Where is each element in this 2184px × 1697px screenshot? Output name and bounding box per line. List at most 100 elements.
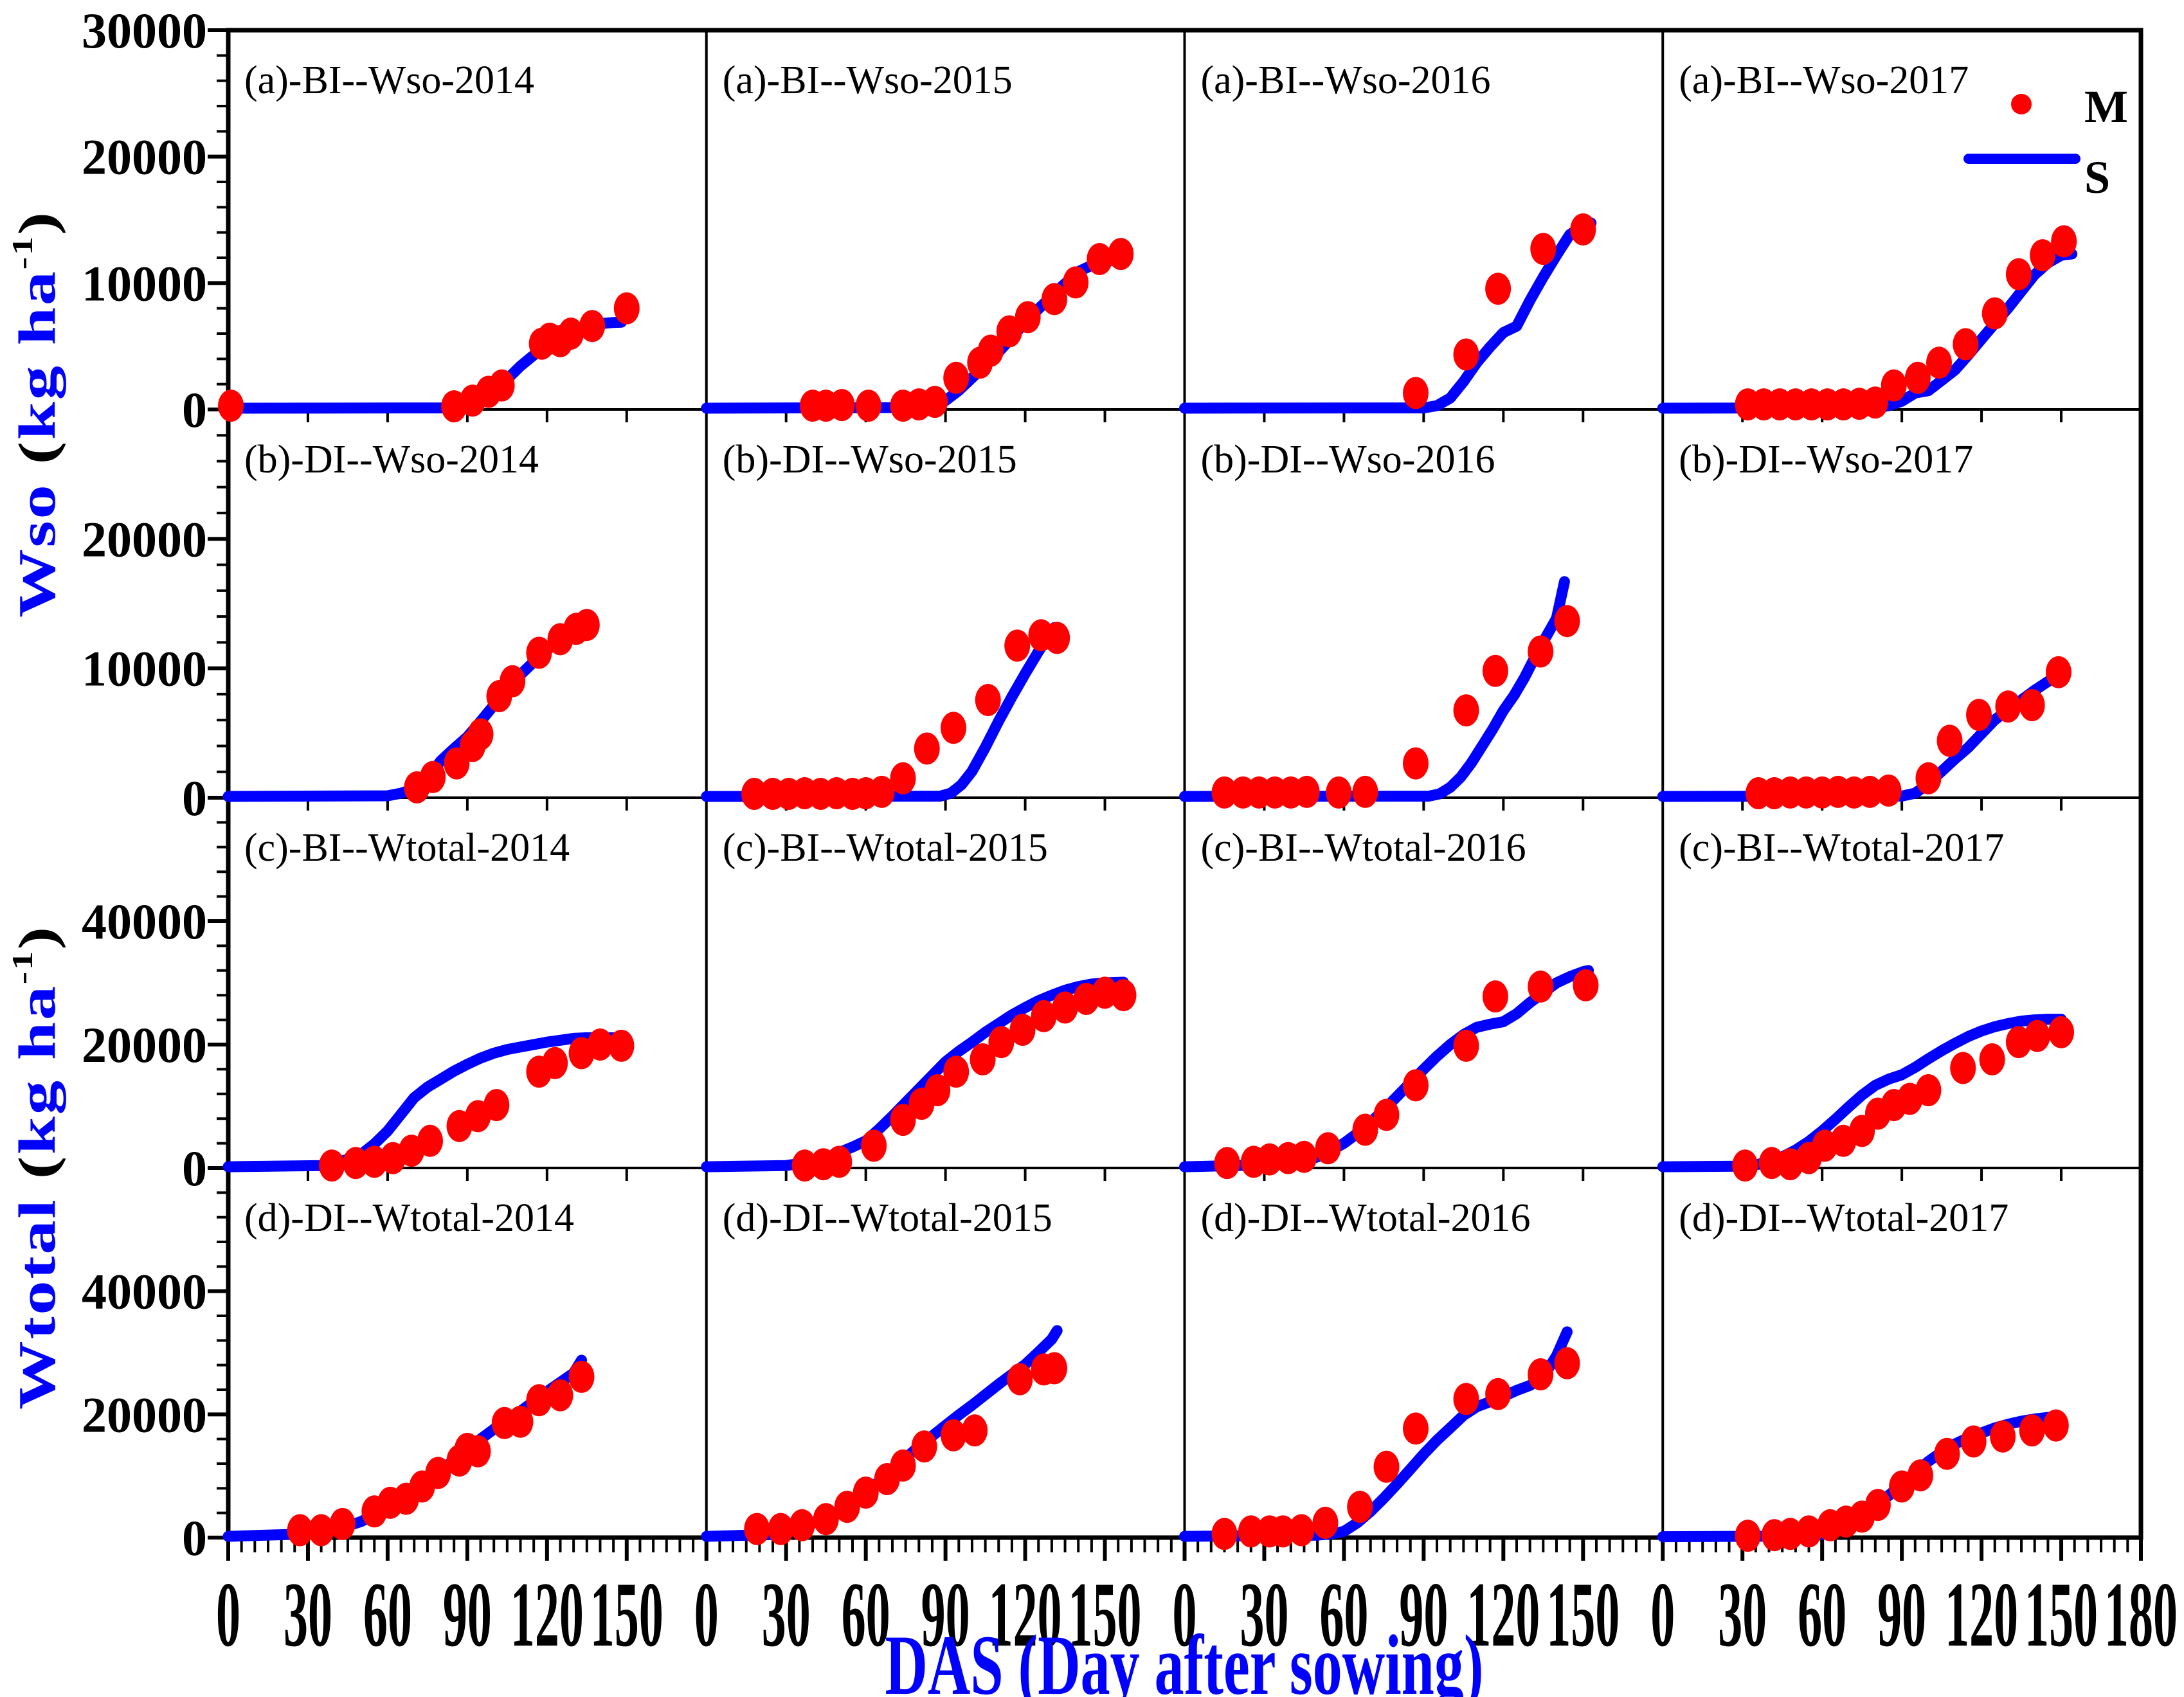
measured-point	[943, 361, 970, 394]
measured-point	[526, 1384, 552, 1417]
measured-point	[970, 1043, 996, 1075]
measured-point	[1908, 1459, 1933, 1492]
measured-point	[489, 369, 515, 402]
measured-point	[890, 762, 916, 795]
x-tick-label: 0	[1173, 1563, 1197, 1666]
measured-point	[2005, 258, 2032, 291]
measured-point	[826, 1145, 853, 1178]
measured-point	[1758, 1147, 1785, 1180]
measured-point	[1315, 1132, 1341, 1165]
y-tick-label: 20000	[82, 1387, 207, 1442]
measured-point	[1554, 605, 1580, 638]
measured-point	[1007, 1363, 1033, 1396]
x-tick-label-group: 0	[694, 1563, 719, 1666]
measured-point	[925, 1074, 951, 1106]
measured-point	[1881, 369, 1907, 402]
measured-point	[768, 1513, 794, 1545]
y-tick-label: 30000	[82, 3, 207, 58]
measured-point	[744, 1513, 770, 1545]
y-axis-label-part: -1	[6, 235, 39, 270]
measured-point	[2019, 689, 2045, 721]
x-tick-label-group: 30	[284, 1563, 332, 1666]
measured-point	[1453, 1029, 1479, 1062]
measured-point	[941, 712, 966, 744]
measured-point	[2048, 1016, 2074, 1048]
y-axis-label-part: (	[8, 440, 66, 465]
x-tick-label: 120	[989, 1563, 1062, 1666]
x-tick-label: 30	[1240, 1563, 1288, 1666]
x-tick-label-group: 120	[1467, 1563, 1540, 1666]
x-tick-label: 90	[443, 1563, 492, 1666]
panel-title: (d)-DI--Wtotal-2017	[1679, 1196, 2008, 1240]
measured-point	[1092, 976, 1118, 1009]
measured-point	[1915, 762, 1942, 795]
x-tick-label: 150	[2025, 1563, 2098, 1666]
measured-point	[1044, 622, 1070, 654]
x-tick-label-group: 30	[1240, 1563, 1288, 1666]
y-axis-label-part: kg ha	[8, 984, 66, 1155]
measured-point	[2024, 1019, 2050, 1052]
measured-point	[1214, 1147, 1240, 1180]
y-axis-label-part: Wso	[8, 464, 66, 618]
x-tick-label: 150	[590, 1563, 663, 1666]
x-tick-label: 0	[694, 1563, 719, 1666]
x-tick-label: 120	[1467, 1563, 1540, 1666]
measured-point	[1052, 991, 1078, 1024]
measured-point	[568, 1360, 595, 1393]
measured-point	[1904, 361, 1931, 394]
measured-point	[988, 1026, 1015, 1059]
measured-point	[1796, 1515, 1822, 1548]
measured-point	[890, 1449, 916, 1482]
measured-point	[1735, 1520, 1761, 1552]
measured-point	[996, 315, 1022, 348]
x-tick-label: 60	[1798, 1563, 1846, 1666]
measured-point	[547, 1379, 573, 1412]
x-tick-label-group: 150	[590, 1563, 663, 1666]
simulated-line	[1179, 576, 1570, 802]
measured-point	[1373, 1099, 1400, 1131]
legend-measured-label: M	[2084, 81, 2128, 132]
x-tick-label: 150	[1546, 1563, 1620, 1666]
measured-point	[483, 1089, 510, 1122]
measured-point	[526, 636, 552, 669]
x-tick-label: 0	[216, 1563, 240, 1666]
measured-point	[1554, 1347, 1580, 1379]
measured-point	[1270, 1515, 1296, 1548]
x-tick-label: 30	[1718, 1563, 1767, 1666]
measured-point	[1485, 273, 1512, 305]
measured-point	[558, 318, 584, 350]
x-tick-label-group: 0	[1173, 1563, 1197, 1666]
measured-point	[914, 732, 940, 765]
x-tick-label-group: 120	[989, 1563, 1062, 1666]
x-tick-label-group: 150	[1069, 1563, 1142, 1666]
measured-point	[853, 1477, 879, 1509]
measured-point	[1966, 699, 1992, 732]
x-tick-label-group: 150	[1546, 1563, 1620, 1666]
x-tick-label-group: 60	[842, 1563, 890, 1666]
measured-point	[962, 1414, 988, 1447]
measured-point	[2051, 225, 2077, 258]
x-tick-label-group: 0	[1650, 1563, 1675, 1666]
measured-point	[329, 1507, 356, 1540]
y-tick-label: 10000	[82, 641, 207, 697]
y-axis-label-part: )	[8, 210, 66, 235]
measured-point	[1528, 1358, 1554, 1390]
panel-title: (d)-DI--Wtotal-2014	[244, 1196, 574, 1240]
measured-point	[1211, 1518, 1238, 1550]
measured-point	[1777, 1518, 1803, 1550]
panel-title: (b)-DI--Wso-2016	[1201, 438, 1495, 481]
measured-point	[1570, 213, 1596, 246]
y-tick-label: 0	[182, 770, 207, 826]
y-axis-label-part: Wtotal	[8, 1179, 66, 1410]
measured-point	[613, 292, 640, 325]
measured-point	[1009, 1014, 1036, 1046]
measured-point	[2045, 656, 2071, 688]
measured-point	[911, 1430, 937, 1463]
measured-point	[1864, 1489, 1891, 1522]
panel-title: (b)-DI--Wso-2014	[244, 438, 539, 481]
x-tick-label-group: 60	[1319, 1563, 1368, 1666]
measured-point	[1573, 969, 1599, 1001]
x-tick-label: 90	[1877, 1563, 1926, 1666]
